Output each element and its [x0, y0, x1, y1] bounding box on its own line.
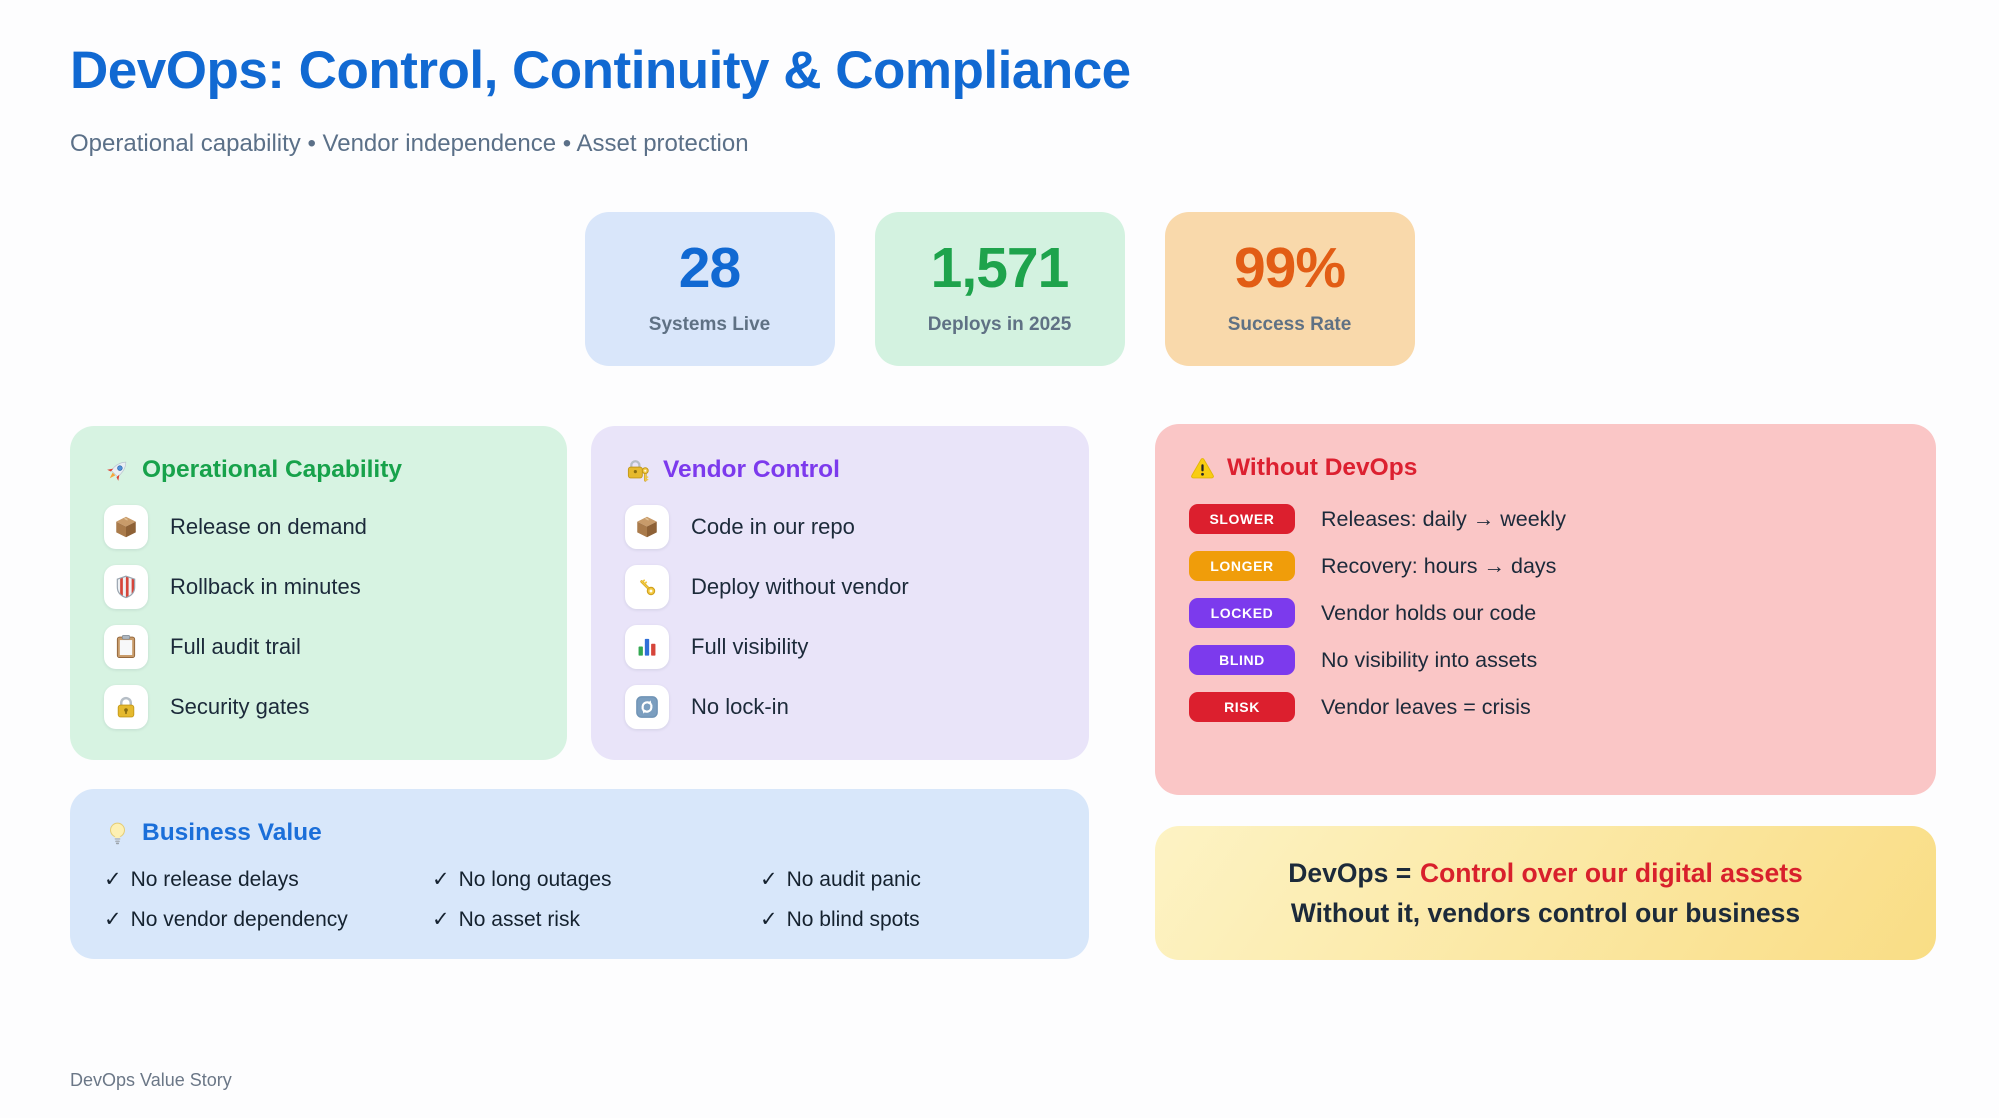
panel-header: Vendor Control	[625, 456, 1055, 484]
check-icon: ✓	[432, 868, 450, 891]
risk-text: No visibility into assets	[1321, 647, 1538, 672]
warning-icon	[1189, 455, 1216, 482]
status-badge-slower: SLOWER	[1189, 504, 1295, 534]
refresh-icon	[634, 694, 660, 720]
page-footer: DevOps Value Story	[70, 1070, 232, 1090]
panel-header: Operational Capability	[104, 456, 533, 484]
risk-row-list: SLOWER Releases: daily → weekly LONGER R…	[1189, 504, 1902, 722]
list-item: Rollback in minutes	[104, 565, 533, 609]
check-grid: ✓ No release delays ✓ No long outages ✓ …	[104, 867, 1055, 932]
panel-conclusion: DevOps = Control over our digital assets …	[1155, 826, 1936, 960]
package-icon	[113, 514, 139, 540]
stat-value: 99%	[1233, 236, 1346, 300]
clipboard-icon	[113, 634, 139, 660]
list-item: Release on demand	[104, 505, 533, 549]
risk-text: Vendor leaves = crisis	[1321, 694, 1531, 719]
risk-row: SLOWER Releases: daily → weekly	[1189, 504, 1902, 534]
risk-text: Recovery: hours → days	[1321, 553, 1557, 578]
package-icon	[634, 514, 660, 540]
panel-without-devops: Without DevOps SLOWER Releases: daily → …	[1155, 424, 1936, 795]
check-item: ✓ No audit panic	[760, 867, 1055, 892]
check-label: No release delays	[130, 868, 299, 891]
item-label: Release on demand	[170, 514, 367, 539]
panel-title: Without DevOps	[1227, 454, 1418, 481]
check-label: No audit panic	[786, 868, 921, 891]
item-label: No lock-in	[691, 694, 789, 719]
check-item: ✓ No vendor dependency	[104, 907, 432, 932]
shield-icon	[113, 574, 139, 600]
panel-vendor-control: Vendor Control Code in our repo Deploy w…	[591, 426, 1089, 760]
panel-title: Business Value	[142, 819, 322, 846]
list-item: No lock-in	[625, 685, 1055, 729]
risk-row: LOCKED Vendor holds our code	[1189, 598, 1902, 628]
status-badge-longer: LONGER	[1189, 551, 1295, 581]
item-list: Release on demand Rollback in minutes Fu…	[104, 505, 533, 729]
status-badge-locked: LOCKED	[1189, 598, 1295, 628]
status-badge-risk: RISK	[1189, 692, 1295, 722]
page-subtitle: Operational capability • Vendor independ…	[70, 130, 749, 157]
stat-card-success-rate: 99% Success Rate	[1164, 212, 1415, 366]
rocket-icon	[104, 457, 131, 484]
item-label: Rollback in minutes	[170, 574, 361, 599]
conclusion-highlight: Control over our digital assets	[1419, 858, 1803, 888]
list-item: Full audit trail	[104, 625, 533, 669]
status-badge-blind: BLIND	[1189, 645, 1295, 675]
item-label: Full visibility	[691, 634, 809, 659]
panel-operational-capability: Operational Capability Release on demand…	[70, 426, 567, 760]
check-label: No long outages	[458, 868, 612, 891]
conclusion-line-1: DevOps = Control over our digital assets	[1288, 853, 1803, 893]
check-item: ✓ No long outages	[432, 867, 760, 892]
risk-row: LONGER Recovery: hours → days	[1189, 551, 1902, 581]
bulb-icon	[104, 820, 131, 847]
check-item: ✓ No release delays	[104, 867, 432, 892]
list-item: Full visibility	[625, 625, 1055, 669]
locked-with-key-icon	[625, 457, 652, 484]
panel-header: Business Value	[104, 819, 1055, 847]
stat-value: 28	[678, 236, 741, 300]
key-icon	[634, 574, 660, 600]
list-item: Code in our repo	[625, 505, 1055, 549]
check-icon: ✓	[760, 868, 778, 891]
item-label: Code in our repo	[691, 514, 855, 539]
item-label: Full audit trail	[170, 634, 301, 659]
risk-row: BLIND No visibility into assets	[1189, 645, 1902, 675]
risk-row: RISK Vendor leaves = crisis	[1189, 692, 1902, 722]
check-item: ✓ No asset risk	[432, 907, 760, 932]
check-icon: ✓	[760, 908, 778, 931]
panel-title: Operational Capability	[142, 456, 403, 483]
check-icon: ✓	[104, 908, 122, 931]
panel-title: Vendor Control	[663, 456, 840, 483]
list-item: Security gates	[104, 685, 533, 729]
conclusion-prefix: DevOps =	[1288, 858, 1412, 888]
check-label: No asset risk	[458, 908, 580, 931]
stat-value: 1,571	[930, 236, 1070, 300]
item-label: Deploy without vendor	[691, 574, 909, 599]
stat-card-systems-live: 28 Systems Live	[584, 212, 835, 366]
risk-text: Vendor holds our code	[1321, 600, 1537, 625]
conclusion-line-2: Without it, vendors control our business	[1290, 898, 1801, 928]
item-label: Security gates	[170, 694, 310, 719]
item-list: Code in our repo Deploy without vendor F…	[625, 505, 1055, 729]
lock-icon	[113, 694, 139, 720]
page-title: DevOps: Control, Continuity & Compliance	[70, 41, 1131, 100]
stat-card-deploys: 1,571 Deploys in 2025	[874, 212, 1125, 366]
check-item: ✓ No blind spots	[760, 907, 1055, 932]
risk-text: Releases: daily → weekly	[1321, 506, 1566, 531]
stats-row: 28 Systems Live 1,571 Deploys in 2025 99…	[0, 212, 1999, 366]
list-item: Deploy without vendor	[625, 565, 1055, 609]
check-label: No vendor dependency	[130, 908, 348, 931]
check-icon: ✓	[432, 908, 450, 931]
bar-chart-icon	[634, 634, 660, 660]
stat-label: Deploys in 2025	[927, 314, 1072, 335]
check-icon: ✓	[104, 868, 122, 891]
stat-label: Systems Live	[648, 314, 771, 335]
check-label: No blind spots	[786, 908, 920, 931]
panel-business-value: Business Value ✓ No release delays ✓ No …	[70, 789, 1089, 959]
stat-label: Success Rate	[1227, 314, 1352, 335]
panel-header: Without DevOps	[1189, 454, 1902, 482]
